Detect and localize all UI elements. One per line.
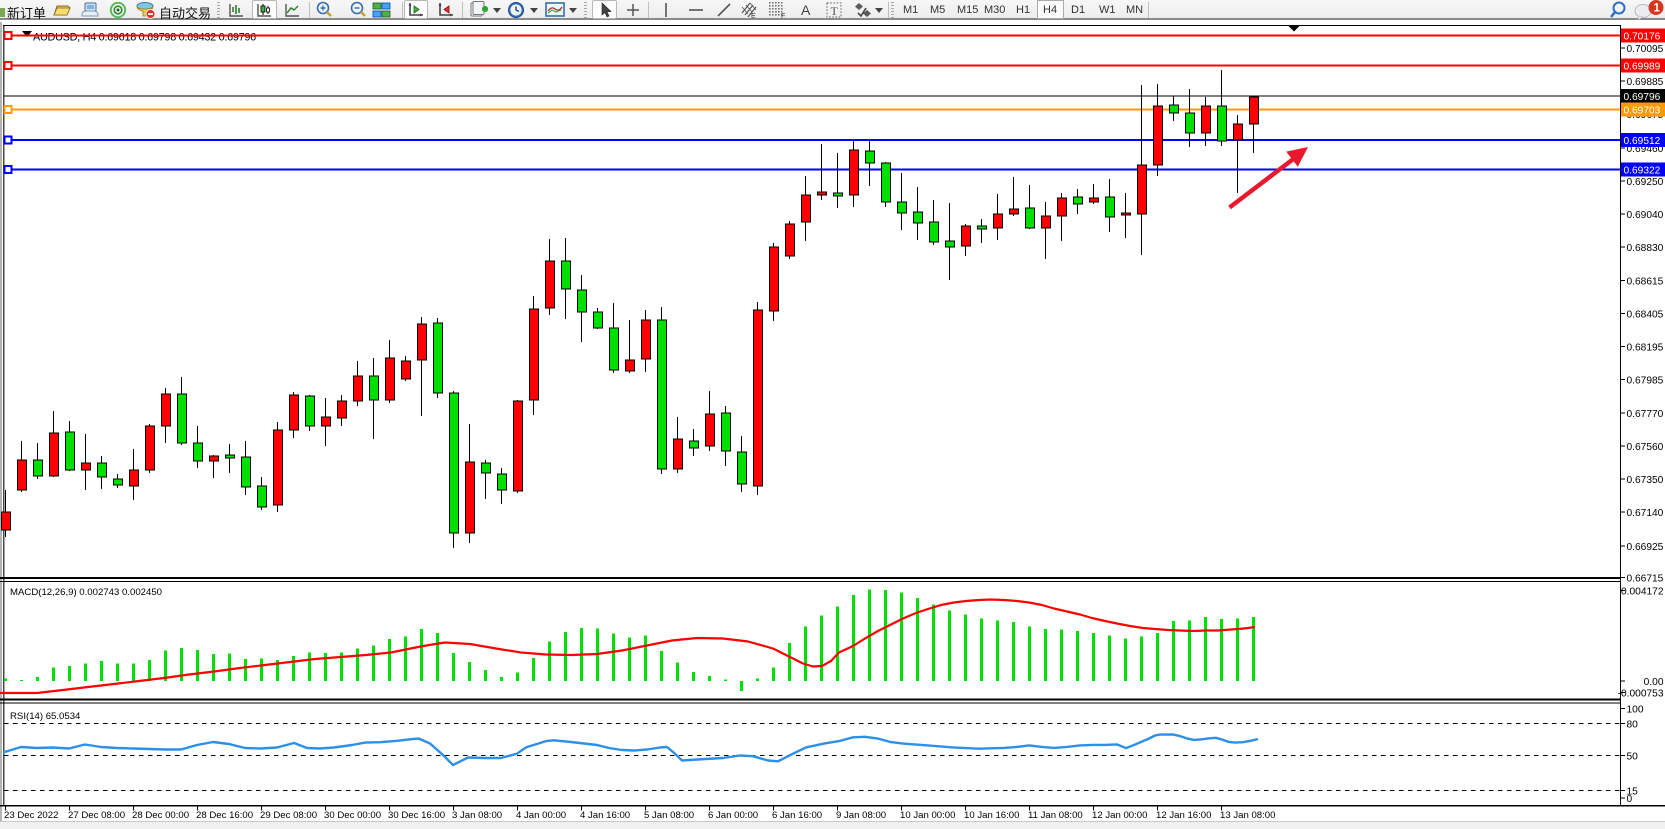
svg-text:0.66925: 0.66925 <box>1627 542 1664 553</box>
svg-text:0.67140: 0.67140 <box>1627 508 1664 519</box>
svg-text:E: E <box>751 13 756 19</box>
svg-text:AUDUSD, H4 0.69618 0.69798 0.: AUDUSD, H4 0.69618 0.69798 0.69432 0.697… <box>33 32 256 44</box>
svg-text:0.69703: 0.69703 <box>1624 106 1661 117</box>
svg-text:9 Jan 08:00: 9 Jan 08:00 <box>836 810 886 821</box>
svg-text:0.004172: 0.004172 <box>1621 587 1664 598</box>
svg-text:10 Jan 00:00: 10 Jan 00:00 <box>900 810 955 821</box>
svg-text:0: 0 <box>1627 794 1633 805</box>
svg-text:28 Dec 00:00: 28 Dec 00:00 <box>132 810 189 821</box>
svg-text:12 Jan 00:00: 12 Jan 00:00 <box>1092 810 1147 821</box>
svg-text:23 Dec 2022: 23 Dec 2022 <box>4 810 58 821</box>
svg-text:0.69040: 0.69040 <box>1627 210 1664 221</box>
svg-text:0.66715: 0.66715 <box>1627 574 1664 585</box>
svg-text:0.68195: 0.68195 <box>1627 343 1664 354</box>
svg-text:5 Jan 08:00: 5 Jan 08:00 <box>644 810 694 821</box>
svg-text:0.67560: 0.67560 <box>1627 442 1664 453</box>
svg-text:28 Dec 16:00: 28 Dec 16:00 <box>196 810 253 821</box>
svg-text:T: T <box>831 4 839 18</box>
svg-text:0.69460: 0.69460 <box>1627 144 1664 155</box>
svg-text:100: 100 <box>1627 705 1644 716</box>
svg-text:4 Jan 16:00: 4 Jan 16:00 <box>580 810 630 821</box>
svg-text:0.70176: 0.70176 <box>1624 32 1661 43</box>
svg-text:0.67350: 0.67350 <box>1627 475 1664 486</box>
svg-text:0.69322: 0.69322 <box>1624 166 1661 177</box>
svg-text:50: 50 <box>1627 752 1639 763</box>
svg-text:27 Dec 08:00: 27 Dec 08:00 <box>68 810 125 821</box>
svg-text:0.70095: 0.70095 <box>1627 44 1664 55</box>
svg-text:1: 1 <box>1654 3 1661 15</box>
svg-text:30 Dec 00:00: 30 Dec 00:00 <box>324 810 381 821</box>
svg-text:11 Jan 08:00: 11 Jan 08:00 <box>1028 810 1083 821</box>
svg-text:0.69512: 0.69512 <box>1624 136 1661 147</box>
svg-text:0.67770: 0.67770 <box>1627 409 1664 420</box>
svg-text:0.68830: 0.68830 <box>1627 243 1664 254</box>
svg-text:4 Jan 00:00: 4 Jan 00:00 <box>516 810 566 821</box>
svg-text:0.68405: 0.68405 <box>1627 310 1664 321</box>
svg-text:MACD(12,26,9) 0.002743 0.00245: MACD(12,26,9) 0.002743 0.002450 <box>10 587 162 598</box>
svg-text:0.68615: 0.68615 <box>1627 277 1664 288</box>
svg-text:0.69796: 0.69796 <box>1624 92 1661 103</box>
svg-text:80: 80 <box>1627 720 1639 731</box>
svg-text:0.69885: 0.69885 <box>1627 77 1664 88</box>
svg-text:6 Jan 16:00: 6 Jan 16:00 <box>772 810 822 821</box>
svg-text:3 Jan 08:00: 3 Jan 08:00 <box>452 810 502 821</box>
svg-text:0.69250: 0.69250 <box>1627 177 1664 188</box>
svg-text:10 Jan 16:00: 10 Jan 16:00 <box>964 810 1019 821</box>
svg-text:0.69989: 0.69989 <box>1624 62 1661 73</box>
svg-text:15: 15 <box>1627 787 1639 798</box>
svg-text:12 Jan 16:00: 12 Jan 16:00 <box>1156 810 1211 821</box>
svg-text:0.67985: 0.67985 <box>1627 376 1664 387</box>
svg-text:30 Dec 16:00: 30 Dec 16:00 <box>388 810 445 821</box>
svg-text:F: F <box>781 13 785 19</box>
svg-text:6 Jan 00:00: 6 Jan 00:00 <box>708 810 758 821</box>
svg-text:-0.000753: -0.000753 <box>1618 689 1664 700</box>
svg-text:0.00: 0.00 <box>1644 677 1664 688</box>
svg-text:13 Jan 08:00: 13 Jan 08:00 <box>1220 810 1275 821</box>
svg-text:RSI(14) 65.0534: RSI(14) 65.0534 <box>10 711 81 722</box>
svg-text:29 Dec 08:00: 29 Dec 08:00 <box>260 810 317 821</box>
